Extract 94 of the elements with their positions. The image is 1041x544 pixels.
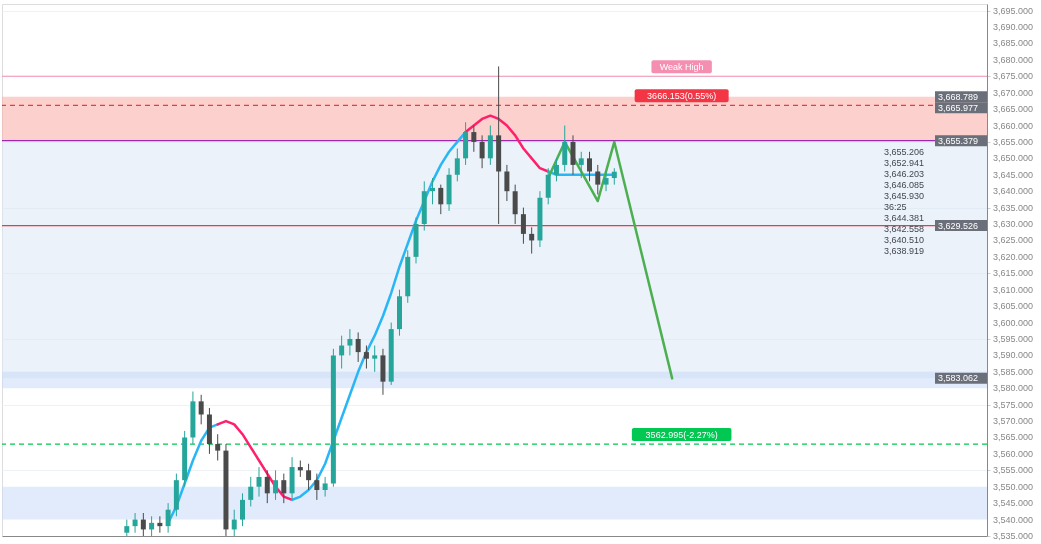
annotation: 3,646.085 — [884, 179, 925, 190]
annotation: 3,665.977 — [938, 102, 979, 113]
candlestick — [264, 469, 270, 504]
annotation: 3,644.381 — [884, 212, 925, 223]
y-tick-label: 3,635.000 — [993, 202, 1034, 213]
candlestick — [504, 164, 510, 202]
candlestick — [273, 469, 279, 501]
y-tick-label: 3,645.000 — [993, 169, 1034, 180]
annotation: 3,668.789 — [938, 91, 979, 102]
candlestick — [363, 345, 369, 370]
y-tick-label: 3,595.000 — [993, 333, 1034, 344]
candlestick — [347, 328, 353, 356]
y-tick-label: 3,545.000 — [993, 498, 1034, 509]
y-tick-label: 3,605.000 — [993, 301, 1034, 312]
y-tick-label: 3,550.000 — [993, 481, 1034, 492]
y-tick-label: 3,660.000 — [993, 120, 1034, 131]
candlestick — [520, 207, 526, 245]
candlestick — [529, 226, 535, 255]
candlestick — [140, 512, 146, 537]
annotation: 3,652.941 — [884, 157, 925, 168]
candlestick — [355, 331, 361, 363]
candlestick — [314, 473, 320, 501]
y-tick-label: 3,620.000 — [993, 251, 1034, 262]
candlestick — [578, 151, 584, 179]
y-tick-label: 3,600.000 — [993, 317, 1034, 328]
candlestick — [231, 509, 237, 537]
y-tick-label: 3,670.000 — [993, 87, 1034, 98]
candlestick — [479, 134, 485, 169]
candlestick — [215, 433, 221, 461]
candlestick — [157, 515, 163, 534]
y-tick-label: 3,560.000 — [993, 448, 1034, 459]
annotation: 3,655.206 — [884, 146, 925, 157]
y-tick-label: 3,690.000 — [993, 21, 1034, 32]
candlestick — [372, 345, 378, 373]
y-tick-label: 3,610.000 — [993, 284, 1034, 295]
y-tick-label: 3,590.000 — [993, 350, 1034, 361]
candlestick — [587, 151, 593, 182]
annotation: 36:25 — [884, 201, 907, 212]
candlestick — [322, 476, 328, 498]
y-tick-label: 3,630.000 — [993, 219, 1034, 230]
annotation: 3,640.510 — [884, 234, 925, 245]
annotation: 3,629.526 — [938, 220, 979, 231]
y-tick-label: 3,685.000 — [993, 38, 1034, 49]
candlestick — [438, 184, 444, 215]
candlestick — [198, 394, 204, 425]
y-tick-label: 3,650.000 — [993, 153, 1034, 164]
candlestick — [454, 147, 460, 182]
candlestick — [471, 125, 477, 153]
y-tick-label: 3,640.000 — [993, 186, 1034, 197]
candlestick — [306, 463, 312, 491]
candlestick — [430, 177, 436, 205]
annotation: 3,583.062 — [938, 373, 979, 384]
line-series — [216, 419, 294, 502]
y-tick-label: 3,655.000 — [993, 136, 1034, 147]
candlestick — [132, 512, 138, 534]
candlestick — [562, 125, 568, 172]
candlestick — [487, 125, 493, 166]
ref-line-label: Weak High — [659, 61, 704, 72]
y-tick-label: 3,565.000 — [993, 432, 1034, 443]
candlestick — [339, 335, 345, 370]
ref-line-label: 3562.995(-2.27%) — [645, 429, 718, 440]
y-tick-label: 3,665.000 — [993, 104, 1034, 115]
y-tick-label: 3,695.000 — [993, 5, 1034, 16]
y-tick-label: 3,580.000 — [993, 383, 1034, 394]
y-tick-label: 3,555.000 — [993, 465, 1034, 476]
annotation: 3,642.558 — [884, 223, 925, 234]
y-tick-label: 3,615.000 — [993, 268, 1034, 279]
candlestick — [281, 473, 287, 504]
candlestick — [149, 515, 155, 537]
y-tick-label: 3,570.000 — [993, 416, 1034, 427]
candlestick — [512, 184, 518, 225]
y-tick-label: 3,625.000 — [993, 235, 1034, 246]
candlestick — [570, 134, 576, 176]
y-tick-label: 3,585.000 — [993, 366, 1034, 377]
candlestick — [603, 170, 609, 192]
y-tick-label: 3,540.000 — [993, 514, 1034, 525]
y-tick-label: 3,675.000 — [993, 71, 1034, 82]
candlestick — [553, 157, 559, 182]
line-series — [464, 114, 550, 173]
y-tick-label: 3,575.000 — [993, 399, 1034, 410]
annotation: 3,638.919 — [884, 245, 925, 256]
annotation: 3,646.203 — [884, 168, 925, 179]
line-series — [546, 140, 674, 380]
y-tick-label: 3,680.000 — [993, 54, 1034, 65]
candlestick — [595, 164, 601, 195]
candlestick — [256, 466, 262, 498]
y-tick-label: 3,535.000 — [993, 531, 1034, 541]
ref-line-label: 3666.153(0.55%) — [647, 90, 717, 101]
candlestick — [165, 502, 171, 534]
annotation: 3,655.379 — [938, 135, 979, 146]
annotation: 3,645.930 — [884, 190, 925, 201]
candlestick — [545, 167, 551, 205]
candlestick — [248, 476, 254, 507]
candlestick — [239, 492, 245, 527]
